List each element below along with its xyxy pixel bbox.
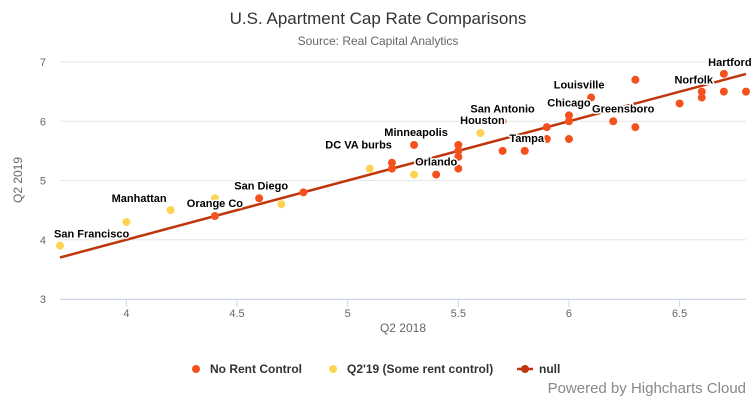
data-point[interactable] (542, 123, 551, 132)
point-label: Orlando (415, 157, 457, 169)
data-point[interactable] (520, 146, 529, 155)
data-point[interactable] (365, 164, 374, 173)
point-label: Tampa (509, 133, 545, 145)
data-point[interactable] (387, 164, 396, 173)
y-tick-label: 5 (40, 176, 46, 188)
point-label: San Diego (234, 180, 288, 192)
data-point[interactable] (719, 69, 728, 78)
y-tick-label: 4 (40, 235, 46, 247)
data-point[interactable] (454, 152, 463, 161)
data-point[interactable] (255, 194, 264, 203)
data-point[interactable] (410, 140, 419, 149)
y-tick-label: 3 (40, 294, 46, 306)
chart-title: U.S. Apartment Cap Rate Comparisons (230, 9, 527, 28)
point-label: Minneapolis (384, 127, 448, 139)
point-label: Manhattan (112, 193, 167, 205)
series-layer (56, 69, 750, 259)
data-point[interactable] (454, 146, 463, 155)
point-label: DC VA burbs (325, 140, 392, 152)
y-tick-label: 7 (40, 57, 46, 69)
y-axis: 3 4 5 6 7 (40, 57, 46, 306)
point-label: San Antonio (470, 103, 535, 115)
point-labels: Orange Co San Diego DC VA burbsMinneapolis… (53, 55, 754, 242)
data-point[interactable] (387, 158, 396, 167)
x-axis: 4 4.5 5 5.5 6 6.5 (60, 299, 746, 320)
data-point[interactable] (631, 123, 640, 132)
data-point[interactable] (631, 75, 640, 84)
credits-text[interactable]: Powered by Highcharts Cloud (548, 380, 746, 397)
x-axis-title: Q2 2018 (380, 321, 426, 335)
data-point[interactable] (498, 146, 507, 155)
data-point[interactable] (410, 170, 419, 179)
chart-subtitle: Source: Real Capital Analytics (298, 34, 459, 48)
data-point[interactable] (277, 200, 286, 209)
legend-dot-symbol (521, 365, 529, 373)
data-point[interactable] (697, 75, 706, 84)
x-tick-label: 6.5 (672, 308, 687, 320)
x-tick-label: 5 (345, 308, 351, 320)
data-point[interactable] (564, 135, 573, 144)
data-point[interactable] (697, 93, 706, 102)
point-label: Norfolk (674, 75, 713, 87)
data-point[interactable] (122, 217, 131, 226)
point-label: Greensboro (592, 103, 655, 115)
point-label: Houston (460, 115, 505, 127)
data-point[interactable] (697, 87, 706, 96)
point-label: Hartford (708, 57, 751, 69)
point-label: Chicago (547, 97, 591, 109)
point-label: San Francisco (54, 229, 129, 241)
data-point[interactable] (166, 206, 175, 215)
data-point[interactable] (564, 117, 573, 126)
data-point[interactable] (587, 93, 596, 102)
data-point[interactable] (719, 87, 728, 96)
y-axis-title: Q2 2019 (11, 157, 25, 203)
point-label: Orange Co (187, 198, 244, 210)
data-point[interactable] (432, 170, 441, 179)
data-point[interactable] (564, 111, 573, 120)
legend-label: null (539, 362, 560, 376)
x-tick-label: 4.5 (229, 308, 244, 320)
data-point[interactable] (742, 87, 750, 96)
legend-dot-symbol (329, 365, 337, 373)
data-point[interactable] (210, 212, 219, 221)
legend-item[interactable]: null (517, 362, 560, 376)
legend-label: No Rent Control (210, 362, 302, 376)
data-point[interactable] (56, 241, 64, 250)
legend-label: Q2'19 (Some rent control) (347, 362, 493, 376)
x-tick-label: 6 (566, 308, 572, 320)
data-point[interactable] (299, 188, 308, 197)
gridlines (60, 61, 746, 300)
legend[interactable]: No Rent Control Q2'19 (Some rent control)… (192, 362, 560, 376)
x-tick-label: 4 (123, 308, 129, 320)
legend-dot-symbol (192, 365, 200, 373)
data-point[interactable] (210, 194, 219, 203)
data-point[interactable] (609, 117, 618, 126)
y-tick-label: 6 (40, 116, 46, 128)
data-point[interactable] (454, 140, 463, 149)
legend-item[interactable]: No Rent Control (192, 362, 302, 376)
x-tick-label: 5.5 (451, 308, 466, 320)
data-point[interactable] (542, 135, 551, 144)
data-point[interactable] (675, 99, 684, 108)
point-label: Louisville (554, 80, 605, 92)
data-point[interactable] (476, 129, 485, 138)
data-point[interactable] (454, 164, 463, 173)
data-point[interactable] (498, 117, 507, 126)
legend-item[interactable]: Q2'19 (Some rent control) (329, 362, 493, 376)
trend-line (59, 72, 747, 259)
